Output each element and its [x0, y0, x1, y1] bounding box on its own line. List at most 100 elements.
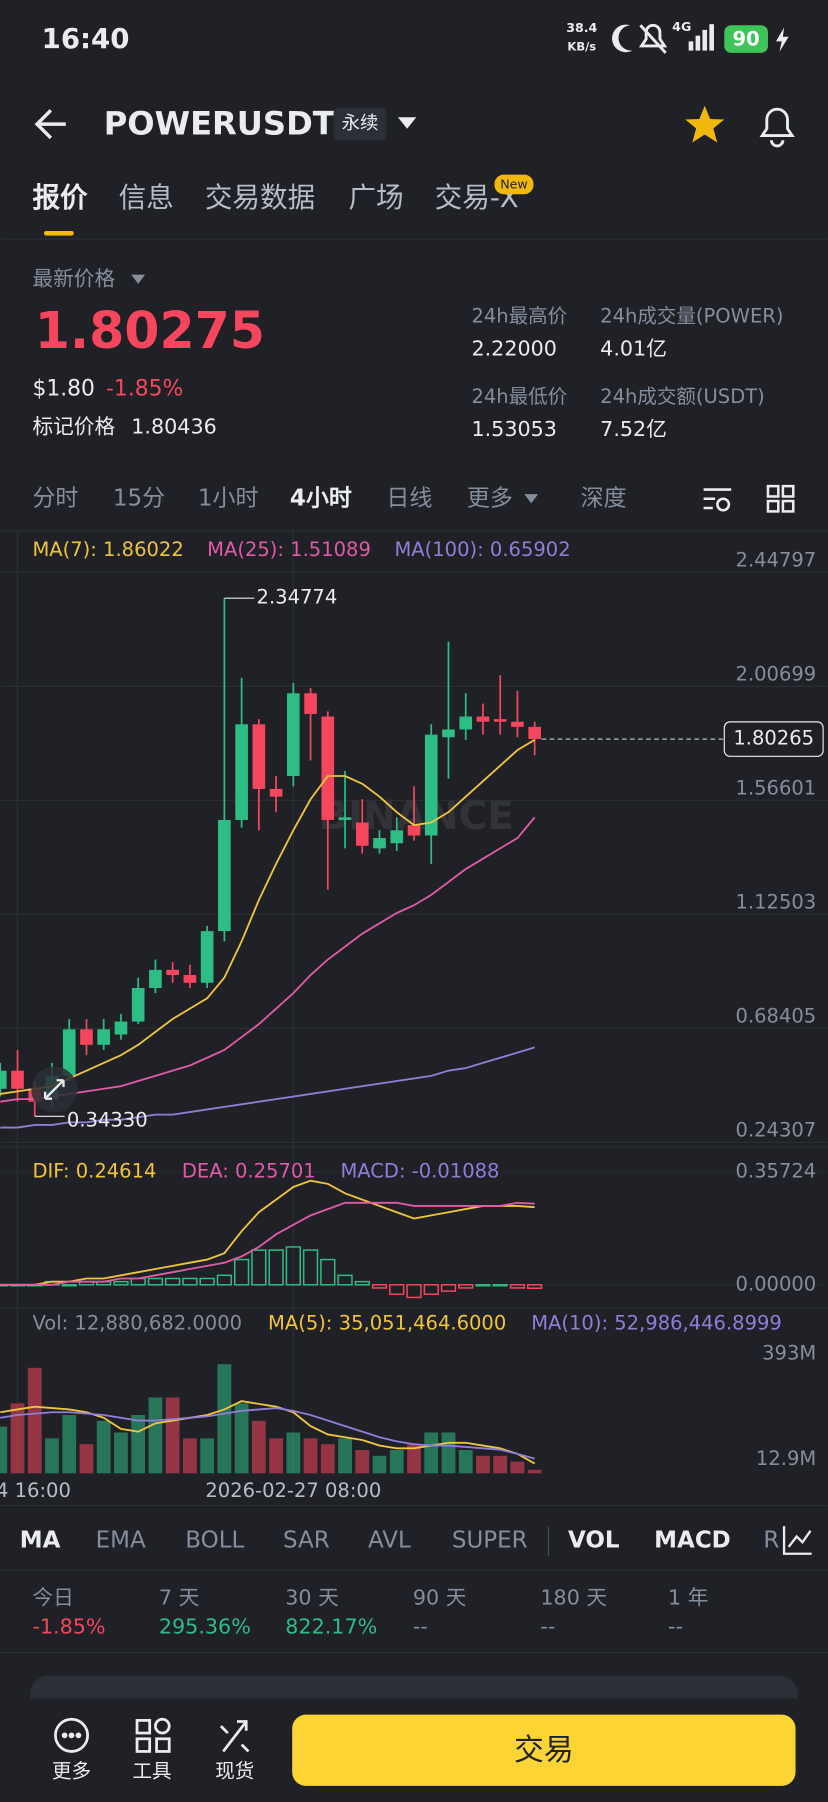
nav-label[interactable]: 工具 [132, 1760, 171, 1783]
price-type-dropdown[interactable] [131, 274, 146, 284]
bottom-nav: 更多 工具 现货 [52, 1760, 254, 1783]
contract-type: 永续 [342, 113, 379, 134]
candle-body [97, 1029, 111, 1045]
interval[interactable]: 1小时 [198, 485, 259, 511]
macd-bar [61, 1284, 77, 1287]
indicator-tab[interactable]: MACD [654, 1528, 731, 1554]
y-tick-label: 0.24307 [736, 1118, 817, 1141]
last-price-label: 1.80265 [733, 727, 814, 750]
new-badge [494, 174, 534, 195]
moon-icon [612, 24, 633, 53]
stat-value: 7.52亿 [600, 417, 667, 441]
candle-body [200, 931, 214, 983]
indicator-tab[interactable]: SUPER [452, 1528, 528, 1554]
tools-icon[interactable] [135, 1717, 171, 1753]
interval[interactable]: 日线 [386, 485, 432, 511]
candle-body [114, 1021, 128, 1035]
volume-bar [286, 1432, 301, 1474]
interval[interactable]: 更多 [467, 485, 513, 511]
period-label: 90 天 [413, 1586, 467, 1610]
interval-bar: 分时 15分 1小时 4小时 日线 更多 深度 [32, 485, 626, 511]
indicator-tab[interactable]: MA [20, 1528, 61, 1554]
macd-bar [268, 1249, 284, 1286]
signal-icon [688, 24, 714, 51]
volume-bar [476, 1455, 490, 1474]
volume-bar [510, 1461, 525, 1474]
more-icon[interactable] [54, 1717, 89, 1753]
candle-body [131, 987, 145, 1022]
volume-bar [269, 1438, 283, 1474]
candle-body [11, 1070, 24, 1089]
candle-body [287, 693, 300, 776]
interval[interactable]: 深度 [581, 485, 627, 511]
volume-bar [355, 1449, 370, 1474]
volume-bar [424, 1432, 439, 1474]
tab[interactable]: 交易数据 [205, 181, 315, 214]
indicator-tab[interactable]: BOLL [185, 1528, 244, 1554]
candle-body [424, 734, 438, 836]
y-tick-label: 1.12503 [736, 890, 817, 913]
mark-price: 1.80436 [131, 415, 216, 439]
more-dropdown[interactable] [524, 494, 539, 504]
macd-bar [165, 1277, 181, 1286]
indicator-tab[interactable]: AVL [368, 1528, 411, 1554]
favorite-star[interactable] [685, 105, 725, 143]
legend-entry: DEA: 0.25701 [182, 1160, 316, 1183]
y-tick-label: 0.00000 [736, 1272, 817, 1295]
indicator-line [0, 816, 536, 1103]
volume-bar [493, 1455, 508, 1474]
trade-button-label: 交易 [514, 1733, 574, 1768]
indicator-tab[interactable]: VOL [568, 1528, 620, 1554]
macd-bar [251, 1249, 267, 1286]
tab[interactable]: 广场 [348, 181, 403, 214]
indicator-bar: MA EMA BOLL SAR AVL SUPER VOL MACD R [20, 1528, 780, 1554]
indicator-tab[interactable]: R [763, 1528, 779, 1554]
nav-label[interactable]: 现货 [215, 1760, 254, 1783]
candle-body [442, 729, 455, 738]
volume-bar [389, 1449, 404, 1474]
macd-bar [233, 1258, 250, 1286]
indicator-line [0, 1201, 535, 1286]
macd-bar [216, 1274, 233, 1286]
symbol-dropdown[interactable] [397, 117, 417, 129]
volume-bar [372, 1455, 387, 1474]
candle-body [62, 1029, 76, 1076]
tab[interactable]: 报价 [32, 181, 88, 214]
volume-bar [45, 1438, 59, 1474]
interval[interactable]: 15分 [113, 485, 165, 511]
indicator-tab[interactable]: SAR [283, 1528, 330, 1554]
volume-bar [407, 1444, 421, 1474]
alert-bell[interactable] [759, 107, 795, 148]
period-label: 今日 [32, 1586, 73, 1610]
trade-button[interactable] [292, 1714, 796, 1786]
back-button[interactable] [34, 109, 66, 140]
macd-bar [147, 1277, 164, 1286]
y-tick-label: 0.68405 [736, 1004, 817, 1027]
interval[interactable]: 分时 [32, 485, 78, 511]
spot-icon[interactable] [219, 1720, 250, 1753]
indicator-line [0, 1179, 535, 1286]
mute-icon [638, 23, 668, 54]
layout-icon[interactable] [766, 484, 795, 513]
y-tick-label: 2.44797 [736, 548, 817, 571]
legend-entry: MA(7): 1.86022 [32, 538, 183, 561]
volume-bar [527, 1469, 542, 1474]
volume-bar [234, 1403, 249, 1474]
chart-settings-icon[interactable] [703, 488, 732, 512]
interval[interactable]: 4小时 [290, 485, 352, 511]
volume-bar [96, 1420, 111, 1474]
indicator-tab[interactable]: EMA [96, 1528, 146, 1554]
volume-bar [114, 1432, 128, 1474]
macd-bar [440, 1284, 457, 1292]
period-label: 30 天 [285, 1586, 339, 1610]
indicator-line [0, 1407, 535, 1460]
stat-value: 2.22000 [471, 336, 556, 360]
nav-label[interactable]: 更多 [52, 1760, 91, 1783]
annotation-label: 0.34330 [67, 1108, 148, 1131]
macd-bar [302, 1249, 319, 1286]
candle-body [252, 724, 266, 789]
indicator-settings-icon[interactable] [782, 1526, 812, 1555]
legend-entry: MA(5): 35,051,464.6000 [268, 1311, 506, 1334]
tab[interactable]: 信息 [119, 181, 174, 214]
